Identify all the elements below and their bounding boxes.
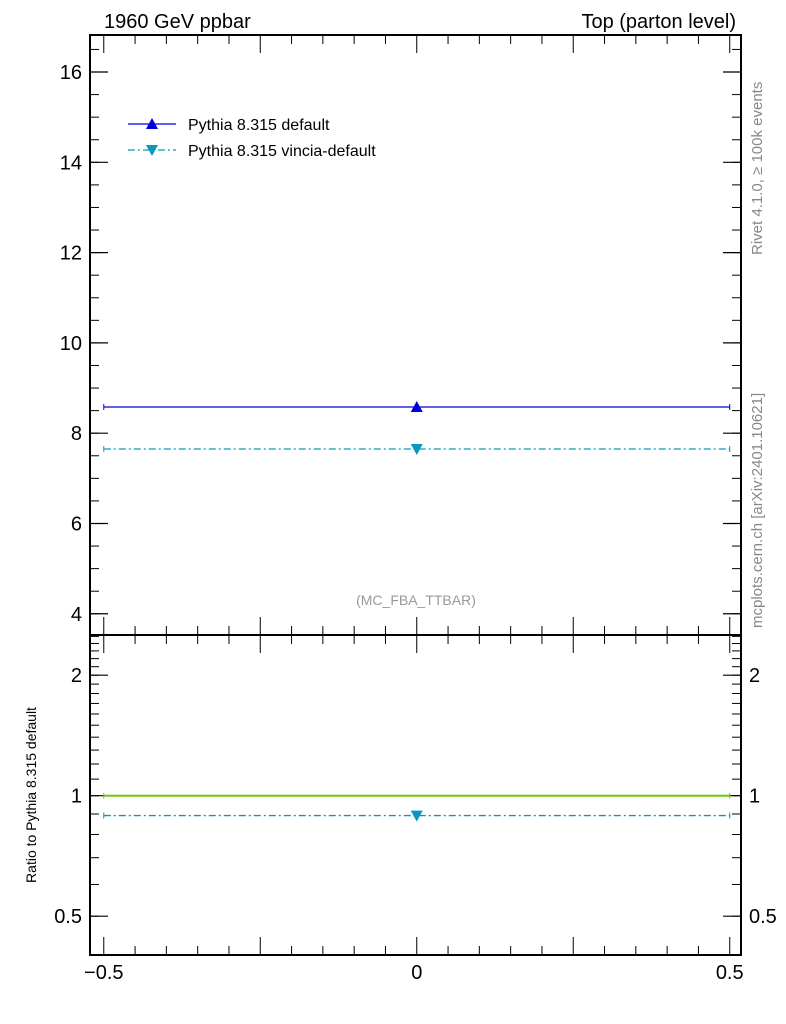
legend-triangle-up-icon xyxy=(146,118,158,129)
title-right: Top (parton level) xyxy=(581,11,736,33)
data-point-triangle-up xyxy=(410,401,423,413)
data-point-triangle-down xyxy=(410,810,423,822)
y-tick-label-right: 0.5 xyxy=(749,906,777,928)
x-tick-label: 0.5 xyxy=(716,962,744,984)
legend-triangle-down-icon xyxy=(146,145,158,156)
y-tick-label: 16 xyxy=(60,62,82,84)
analysis-label: (MC_FBA_TTBAR) xyxy=(356,592,476,608)
legend-label-default: Pythia 8.315 default xyxy=(188,117,330,134)
mcplots-label: mcplots.cern.ch [arXiv:2401.10621] xyxy=(749,393,766,628)
y-tick-label-right: 2 xyxy=(749,665,760,687)
main-panel: 4 6 8 10 12 14 16 xyxy=(60,34,742,636)
y-tick-label: 12 xyxy=(60,243,82,265)
legend: Pythia 8.315 default Pythia 8.315 vincia… xyxy=(128,117,376,160)
x-tick-label: −0.5 xyxy=(84,962,123,984)
y-tick-label: 2 xyxy=(71,665,82,687)
data-point-triangle-down xyxy=(410,443,423,455)
y-tick-label: 10 xyxy=(60,333,82,355)
legend-label-vincia: Pythia 8.315 vincia-default xyxy=(188,143,376,160)
y-tick-label: 6 xyxy=(71,513,82,535)
y-tick-label: 1 xyxy=(71,786,82,808)
title-left: 1960 GeV ppbar xyxy=(104,11,251,33)
x-tick-label: 0 xyxy=(411,962,422,984)
ratio-panel: 0.5 0.5 1 1 2 2 −0.5 0 0.5 xyxy=(54,634,777,984)
ratio-frame xyxy=(89,634,742,956)
y-tick-label: 14 xyxy=(60,152,82,174)
y-tick-label: 4 xyxy=(71,604,82,626)
y-tick-label-right: 1 xyxy=(749,786,760,808)
y-tick-label: 8 xyxy=(71,423,82,445)
rivet-version-label: Rivet 4.1.0, ≥ 100k events xyxy=(749,82,766,255)
ratio-ylabel: Ratio to Pythia 8.315 default xyxy=(23,707,39,883)
y-tick-label: 0.5 xyxy=(54,906,82,928)
